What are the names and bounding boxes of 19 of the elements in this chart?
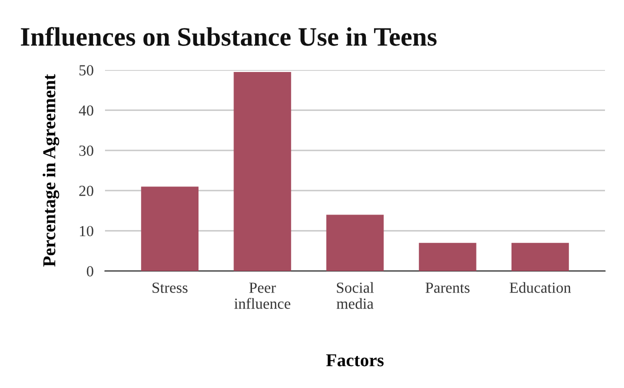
- chart-title: Influences on Substance Use in Teens: [20, 27, 437, 46]
- y-tick-label: 10: [80, 226, 94, 236]
- y-tick-label: 40: [78, 105, 94, 116]
- bar: [234, 72, 292, 271]
- y-tick-label: 0: [86, 266, 94, 276]
- x-tick-label: Social media: [336, 282, 374, 309]
- y-tick-label: 20: [79, 186, 94, 196]
- x-tick-label: Education: [510, 282, 571, 293]
- y-tick-label: 30: [79, 146, 94, 156]
- x-tick-label: Stress: [152, 282, 188, 293]
- bar: [418, 242, 476, 271]
- y-tick-label: 50: [80, 65, 94, 76]
- bar: [326, 214, 384, 271]
- y-axis-title: Percentage in Agreement: [42, 74, 60, 267]
- bar: [511, 242, 569, 271]
- x-tick-label: Parents: [426, 282, 470, 293]
- bar: [141, 186, 199, 271]
- x-axis-title: Factors: [326, 354, 384, 366]
- x-tick-label: Peer influence: [234, 282, 290, 309]
